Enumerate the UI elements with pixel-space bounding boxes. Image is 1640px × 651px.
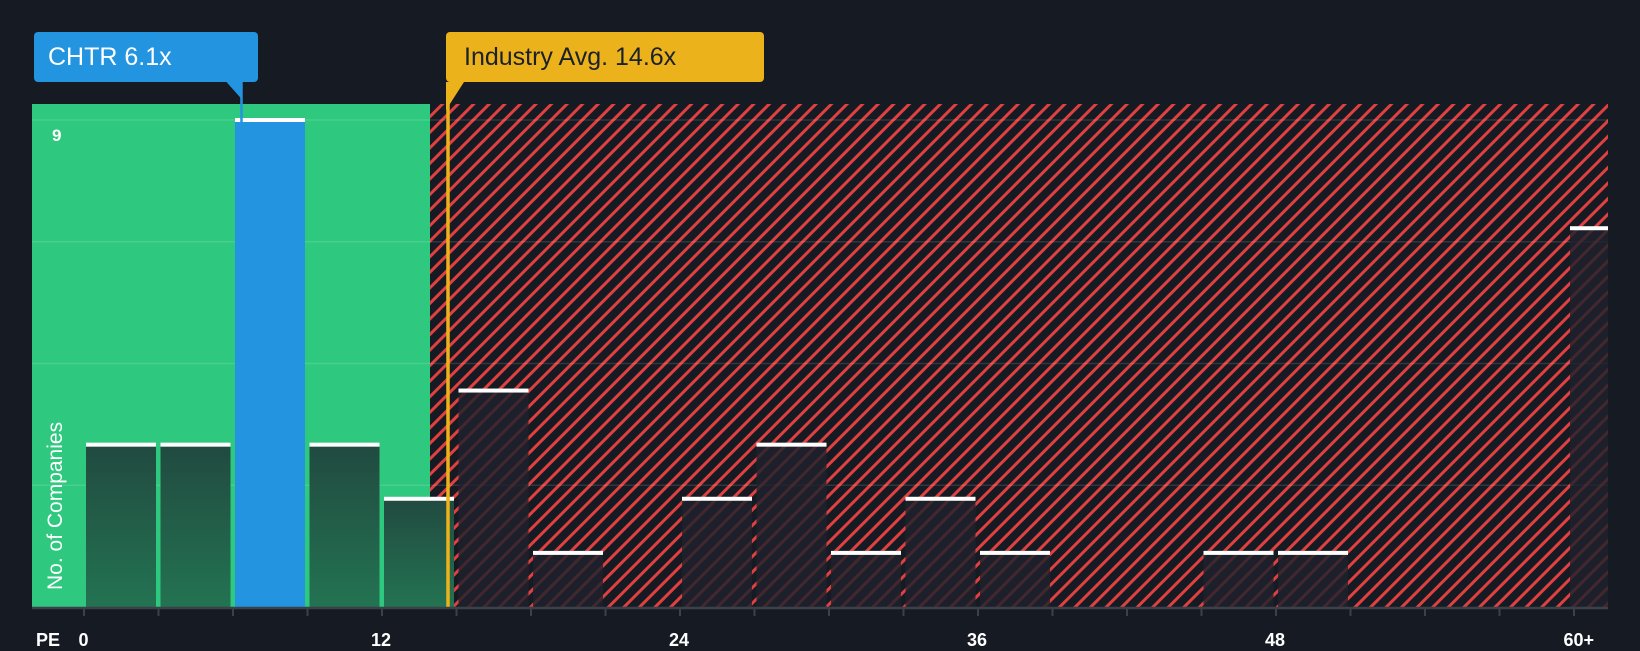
histogram-bar	[980, 552, 1050, 607]
company-callout-pointer	[226, 82, 243, 100]
bar-top-cap	[458, 388, 529, 393]
bar-top-cap	[682, 496, 752, 501]
company-pe-label: CHTR 6.1x	[48, 43, 172, 71]
overvalued-zone	[430, 104, 1608, 607]
histogram-bar	[235, 120, 305, 607]
histogram-bar	[160, 444, 231, 607]
bar-top-cap	[1570, 226, 1608, 231]
histogram-bar	[309, 444, 380, 607]
bar-top-cap	[86, 442, 156, 447]
bar-top-cap	[831, 550, 901, 555]
histogram-bar	[756, 444, 827, 607]
bar-top-cap	[756, 442, 827, 447]
x-tick-label: 48	[1265, 630, 1286, 650]
histogram-bar	[682, 498, 752, 607]
bar-top-cap	[533, 550, 603, 555]
histogram-bar	[905, 498, 976, 607]
x-tick-label: 0	[78, 630, 89, 650]
histogram-bar	[86, 444, 156, 607]
histogram-bar	[533, 552, 603, 607]
histogram-bar	[458, 390, 529, 607]
x-tick-label: 12	[371, 630, 392, 650]
histogram-bar	[1203, 552, 1274, 607]
y-axis-label: No. of Companies	[44, 421, 67, 590]
bar-top-cap	[309, 442, 380, 447]
bar-top-cap	[235, 118, 305, 122]
industry-avg-label: Industry Avg. 14.6x	[464, 43, 677, 71]
bar-top-cap	[980, 550, 1050, 555]
industry-avg-callout: Industry Avg. 14.6x	[446, 32, 764, 82]
histogram-bar	[384, 498, 454, 607]
x-axis-prefix: PE	[36, 630, 61, 650]
bar-top-cap	[160, 442, 231, 447]
y-axis-max-tick: 9	[52, 126, 62, 145]
bar-top-cap	[1203, 550, 1274, 555]
company-pe-callout: CHTR 6.1x	[34, 32, 258, 82]
histogram-bar	[831, 552, 901, 607]
x-tick-label: 24	[669, 630, 690, 650]
bar-top-cap	[384, 496, 454, 501]
bar-top-cap	[905, 496, 976, 501]
industry-callout-pointer	[446, 82, 464, 110]
histogram-bar	[1570, 228, 1608, 607]
x-tick-label: 36	[967, 630, 988, 650]
histogram-bar	[1278, 552, 1348, 607]
bar-top-cap	[1278, 550, 1348, 555]
x-tick-label: 60+	[1563, 630, 1595, 650]
